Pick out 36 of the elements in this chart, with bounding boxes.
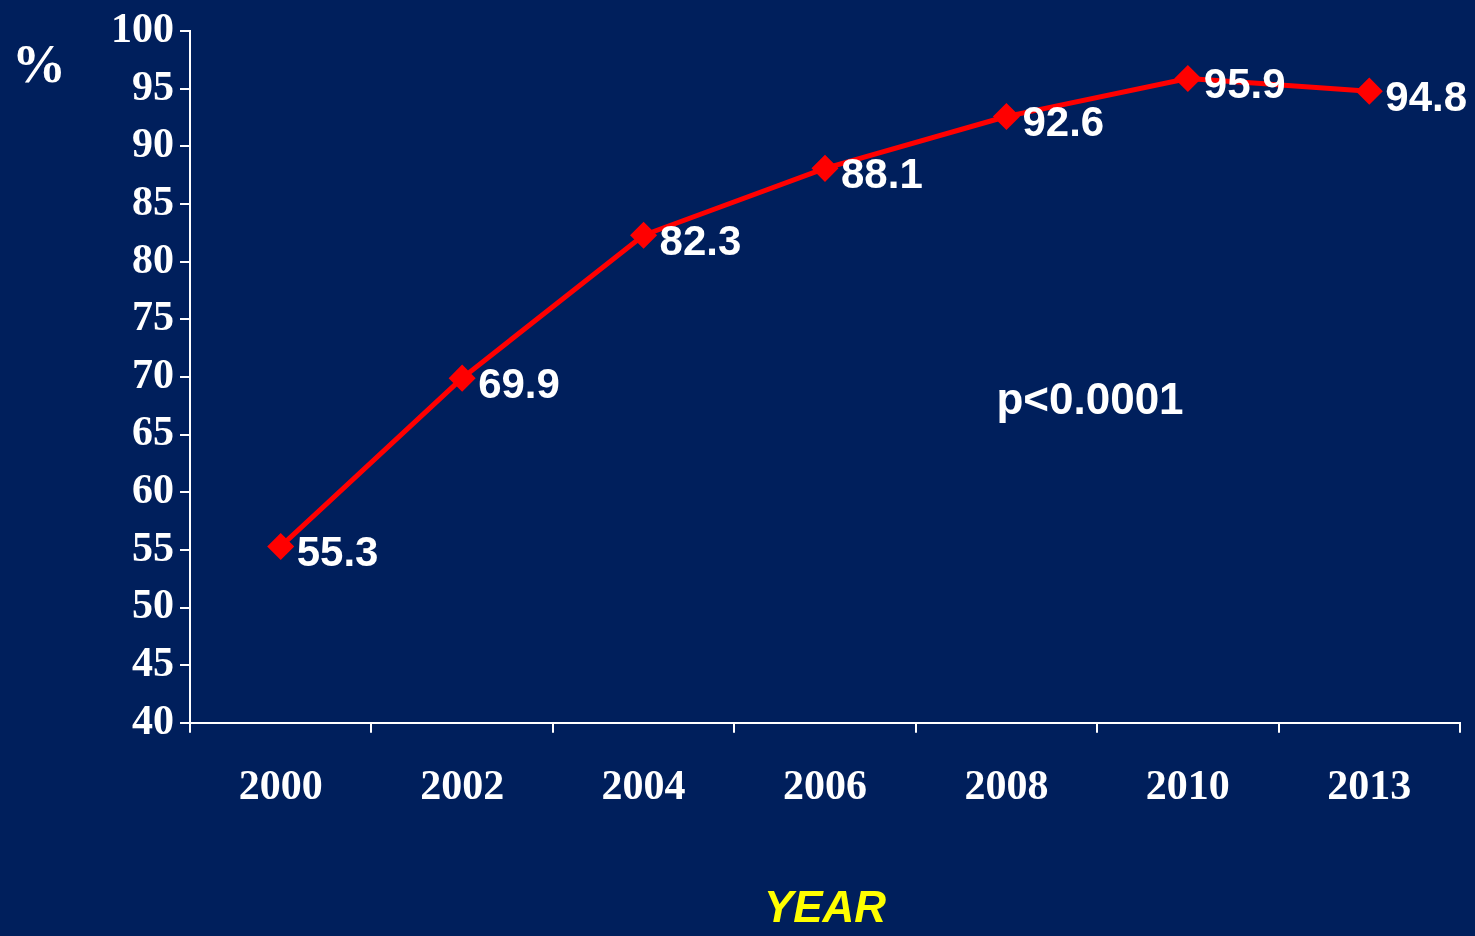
x-tick-label: 2006 [783, 761, 867, 808]
y-tick-label: 40 [132, 696, 174, 743]
data-label: 88.1 [841, 149, 923, 197]
data-label: 82.3 [659, 216, 742, 264]
data-label: 69.9 [478, 359, 560, 407]
y-tick-label: 75 [132, 293, 174, 340]
y-tick-label: 50 [132, 581, 174, 628]
annotation: p<0.0001 [996, 374, 1184, 424]
y-tick-label: 60 [132, 466, 174, 513]
x-tick-label: 2000 [238, 761, 323, 808]
x-tick-label: 2008 [964, 761, 1049, 808]
point [449, 365, 475, 391]
x-tick-label: 2010 [1145, 761, 1230, 808]
point [812, 155, 838, 181]
x-tick-label: 2004 [601, 761, 686, 808]
point [993, 104, 1019, 129]
x-tick-label: 2002 [420, 761, 505, 808]
data-label: 55.3 [296, 528, 379, 576]
y-tick-label: 100 [111, 5, 174, 52]
data-label: 92.6 [1022, 98, 1105, 146]
y-tick-label: 55 [132, 523, 174, 570]
y-tick-label: 65 [132, 408, 174, 455]
point [1356, 78, 1382, 104]
y-tick-label: 70 [132, 350, 174, 397]
y-tick-label: 80 [132, 235, 174, 282]
x-tick-label: 2013 [1327, 761, 1412, 808]
y-tick-label: 95 [132, 62, 174, 109]
data-label: 94.8 [1385, 72, 1468, 120]
point [1175, 65, 1201, 91]
y-tick-label: 85 [132, 177, 174, 224]
x-axis-title: YEAR [763, 881, 887, 931]
y-tick-label: 90 [132, 120, 174, 167]
point [268, 533, 294, 559]
y-axis-title: % [12, 33, 66, 94]
point [631, 222, 657, 248]
y-tick-label: 45 [132, 639, 174, 686]
